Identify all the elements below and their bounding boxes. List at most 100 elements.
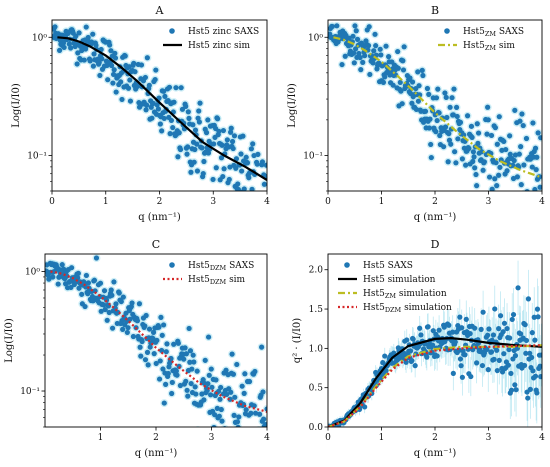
data-point bbox=[213, 165, 219, 171]
data-point bbox=[409, 79, 416, 85]
data-point bbox=[501, 320, 508, 326]
data-point bbox=[254, 161, 260, 167]
data-point bbox=[452, 149, 458, 155]
data-point bbox=[138, 353, 144, 359]
data-point bbox=[415, 98, 421, 104]
data-point bbox=[464, 113, 471, 119]
data-point bbox=[459, 156, 465, 162]
data-point bbox=[445, 159, 451, 165]
data-point bbox=[538, 352, 542, 358]
data-point bbox=[446, 137, 453, 143]
point-halo bbox=[252, 439, 260, 447]
data-point bbox=[163, 349, 169, 355]
data-point bbox=[453, 160, 459, 166]
data-point bbox=[227, 164, 233, 170]
data-point bbox=[475, 140, 481, 146]
y-tick-label: 2.0 bbox=[309, 266, 324, 276]
data-point bbox=[259, 344, 265, 350]
data-point bbox=[470, 158, 476, 165]
legend-marker bbox=[444, 28, 450, 34]
data-point bbox=[159, 128, 165, 134]
data-point bbox=[259, 159, 266, 165]
data-point bbox=[494, 367, 500, 374]
data-point bbox=[256, 458, 261, 463]
data-point bbox=[166, 84, 173, 90]
data-point bbox=[192, 127, 199, 133]
data-point bbox=[234, 419, 241, 425]
data-point bbox=[112, 50, 118, 56]
point-halo bbox=[225, 431, 233, 439]
data-point bbox=[367, 71, 373, 78]
data-point bbox=[488, 349, 495, 355]
data-point bbox=[226, 176, 232, 183]
data-point bbox=[107, 42, 113, 48]
legend: Hst5 zinc SAXS Hst5 zinc sim bbox=[163, 27, 259, 51]
data-point bbox=[390, 82, 396, 88]
data-point bbox=[509, 316, 515, 323]
data-point bbox=[132, 69, 138, 75]
data-point bbox=[497, 313, 504, 319]
data-point bbox=[377, 46, 383, 52]
data-point bbox=[523, 350, 529, 356]
data-point bbox=[479, 362, 486, 369]
data-point bbox=[120, 326, 126, 332]
panel-title: B bbox=[431, 4, 439, 17]
data-point bbox=[370, 60, 376, 66]
data-point bbox=[434, 353, 440, 359]
point-halo bbox=[494, 197, 502, 205]
data-point bbox=[239, 431, 244, 436]
data-point bbox=[521, 162, 527, 168]
data-point bbox=[351, 50, 357, 56]
data-point bbox=[261, 416, 267, 422]
data-point bbox=[488, 132, 495, 139]
data-point bbox=[351, 60, 357, 66]
data-point bbox=[211, 141, 217, 147]
data-point bbox=[539, 447, 544, 452]
data-point bbox=[127, 77, 133, 83]
data-point bbox=[537, 184, 542, 190]
data-point bbox=[241, 390, 247, 396]
data-point bbox=[424, 354, 430, 360]
data-point bbox=[526, 206, 531, 211]
data-point bbox=[492, 306, 498, 312]
data-point bbox=[113, 301, 119, 307]
data-point bbox=[466, 145, 472, 152]
point-halo bbox=[512, 210, 520, 218]
point-halo bbox=[223, 462, 231, 467]
plot-area-C bbox=[45, 254, 267, 467]
data-point bbox=[484, 131, 490, 137]
x-tick-label: 3 bbox=[486, 433, 492, 443]
data-point bbox=[194, 368, 200, 374]
point-halo bbox=[519, 231, 527, 239]
data-point bbox=[471, 154, 477, 160]
data-point bbox=[150, 335, 156, 342]
data-point bbox=[93, 42, 99, 49]
data-point bbox=[497, 164, 503, 170]
x-axis-label: q (nm⁻¹) bbox=[138, 212, 181, 223]
data-point bbox=[91, 277, 98, 283]
data-point bbox=[535, 130, 541, 136]
data-point bbox=[194, 141, 200, 147]
data-point bbox=[383, 43, 389, 49]
x-tick-label: 4 bbox=[539, 433, 545, 443]
data-point bbox=[199, 391, 205, 397]
data-point bbox=[221, 166, 227, 172]
data-point bbox=[532, 145, 539, 151]
data-point bbox=[500, 329, 506, 335]
data-point bbox=[489, 337, 495, 343]
data-point bbox=[512, 382, 518, 388]
point-halo bbox=[525, 216, 533, 224]
data-point bbox=[494, 141, 500, 147]
data-point bbox=[159, 332, 165, 338]
data-point bbox=[176, 130, 182, 136]
data-point bbox=[124, 329, 130, 336]
data-point bbox=[202, 357, 208, 363]
legend-label: Hst5DZM simulation bbox=[363, 303, 452, 314]
data-point bbox=[210, 176, 216, 183]
data-point bbox=[126, 64, 132, 70]
data-point bbox=[127, 98, 134, 104]
legend-label: Hst5ZM sim bbox=[463, 41, 515, 52]
data-point bbox=[79, 47, 85, 54]
legend-label: Hst5ZM SAXS bbox=[463, 27, 524, 38]
point-halo bbox=[255, 206, 263, 214]
